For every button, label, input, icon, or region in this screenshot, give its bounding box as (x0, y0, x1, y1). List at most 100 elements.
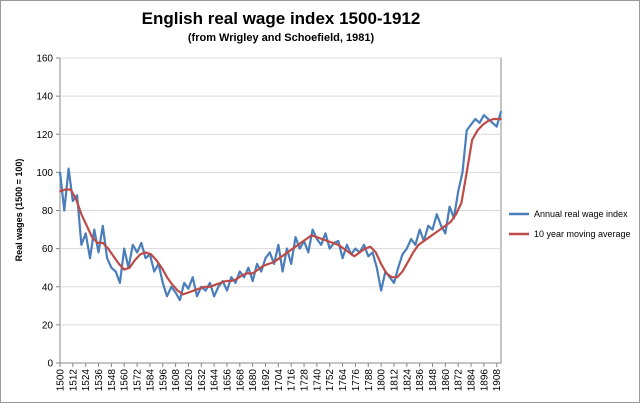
data-point (117, 262, 120, 265)
data-point (139, 253, 142, 256)
y-tick-label: 120 (36, 130, 53, 141)
data-point (268, 251, 271, 254)
data-point (80, 213, 83, 216)
data-point (257, 268, 259, 271)
data-point (481, 123, 484, 126)
x-tick-label: 1500 (56, 369, 67, 392)
data-point (191, 276, 194, 279)
x-tick-label: 1860 (441, 369, 452, 392)
y-tick-label: 160 (36, 54, 53, 65)
series-group (58, 110, 503, 302)
data-point (134, 259, 136, 261)
data-point (114, 270, 117, 273)
data-point (140, 242, 143, 244)
data-point (487, 118, 490, 120)
x-tick-label: 1776 (351, 369, 362, 392)
data-point (367, 255, 370, 258)
x-tick-label: 1788 (364, 369, 375, 392)
data-point (251, 280, 254, 282)
data-point (69, 188, 72, 191)
y-tick-label: 40 (42, 282, 54, 293)
data-point (161, 282, 164, 284)
y-axis-label: Real wages (1500 = 100) (14, 159, 24, 262)
series-line-1 (59, 117, 501, 296)
data-point (444, 224, 447, 227)
data-point (67, 167, 70, 170)
data-point (230, 280, 233, 282)
data-point (482, 114, 485, 117)
y-tick-label: 100 (36, 168, 53, 179)
x-tick-label: 1836 (415, 369, 426, 392)
data-point (290, 262, 293, 265)
data-point (192, 289, 195, 292)
data-point (294, 245, 297, 248)
data-point (449, 221, 452, 223)
data-point (476, 129, 479, 132)
data-point (196, 295, 198, 298)
data-point (63, 209, 66, 212)
data-point (203, 285, 206, 288)
data-point (107, 247, 110, 250)
x-tick-label: 1512 (68, 369, 79, 392)
data-point (230, 276, 233, 279)
data-point (455, 213, 457, 216)
data-point (461, 171, 464, 174)
data-point (277, 243, 280, 246)
data-point (380, 289, 383, 292)
x-tick-label: 1572 (133, 369, 144, 392)
data-point (174, 291, 177, 294)
data-point (256, 262, 258, 265)
data-point (294, 236, 297, 239)
data-point (264, 257, 267, 260)
data-point (160, 266, 163, 269)
data-point (440, 224, 442, 227)
data-point (363, 243, 365, 246)
data-point (342, 247, 345, 250)
data-point (150, 253, 152, 256)
x-tick-label: 1752 (325, 369, 336, 392)
data-point (187, 291, 190, 294)
data-point (405, 247, 408, 250)
x-tick-label: 1896 (479, 369, 490, 392)
data-point (311, 228, 314, 231)
x-tick-label: 1812 (389, 369, 400, 392)
data-point (64, 188, 67, 191)
data-point (460, 201, 463, 204)
x-tick-label: 1728 (300, 369, 311, 392)
data-point (289, 249, 292, 252)
data-point (283, 253, 286, 256)
data-point (75, 198, 77, 200)
data-point (390, 276, 393, 279)
data-point (497, 118, 500, 120)
data-point (176, 289, 179, 292)
data-point (375, 266, 378, 269)
data-point (310, 234, 313, 237)
data-point (76, 194, 79, 197)
data-point (198, 287, 201, 290)
x-tick-label: 1716 (287, 369, 298, 392)
data-point (396, 276, 399, 279)
data-point (247, 266, 250, 269)
data-point (406, 261, 409, 263)
x-axis: 1500 1512 1524 1536 1548 1560 1572 1584 1596 1608… (56, 363, 503, 392)
data-point (243, 276, 246, 279)
data-point (337, 240, 340, 242)
legend: Annual real wage index 10 year moving ave… (509, 209, 631, 239)
data-point (204, 289, 207, 292)
data-point (101, 242, 104, 244)
data-point (478, 121, 481, 124)
y-tick-label: 60 (42, 244, 54, 255)
data-point (128, 266, 131, 269)
y-tick-label: 80 (42, 206, 54, 217)
data-point (286, 247, 288, 250)
data-point (273, 261, 275, 263)
x-tick-label: 1644 (210, 369, 221, 392)
data-point (465, 171, 468, 174)
data-point (374, 251, 377, 254)
data-point (110, 266, 113, 269)
data-point (85, 224, 88, 227)
data-point (299, 242, 302, 244)
data-point (410, 238, 412, 240)
x-tick-label: 1884 (467, 369, 478, 392)
